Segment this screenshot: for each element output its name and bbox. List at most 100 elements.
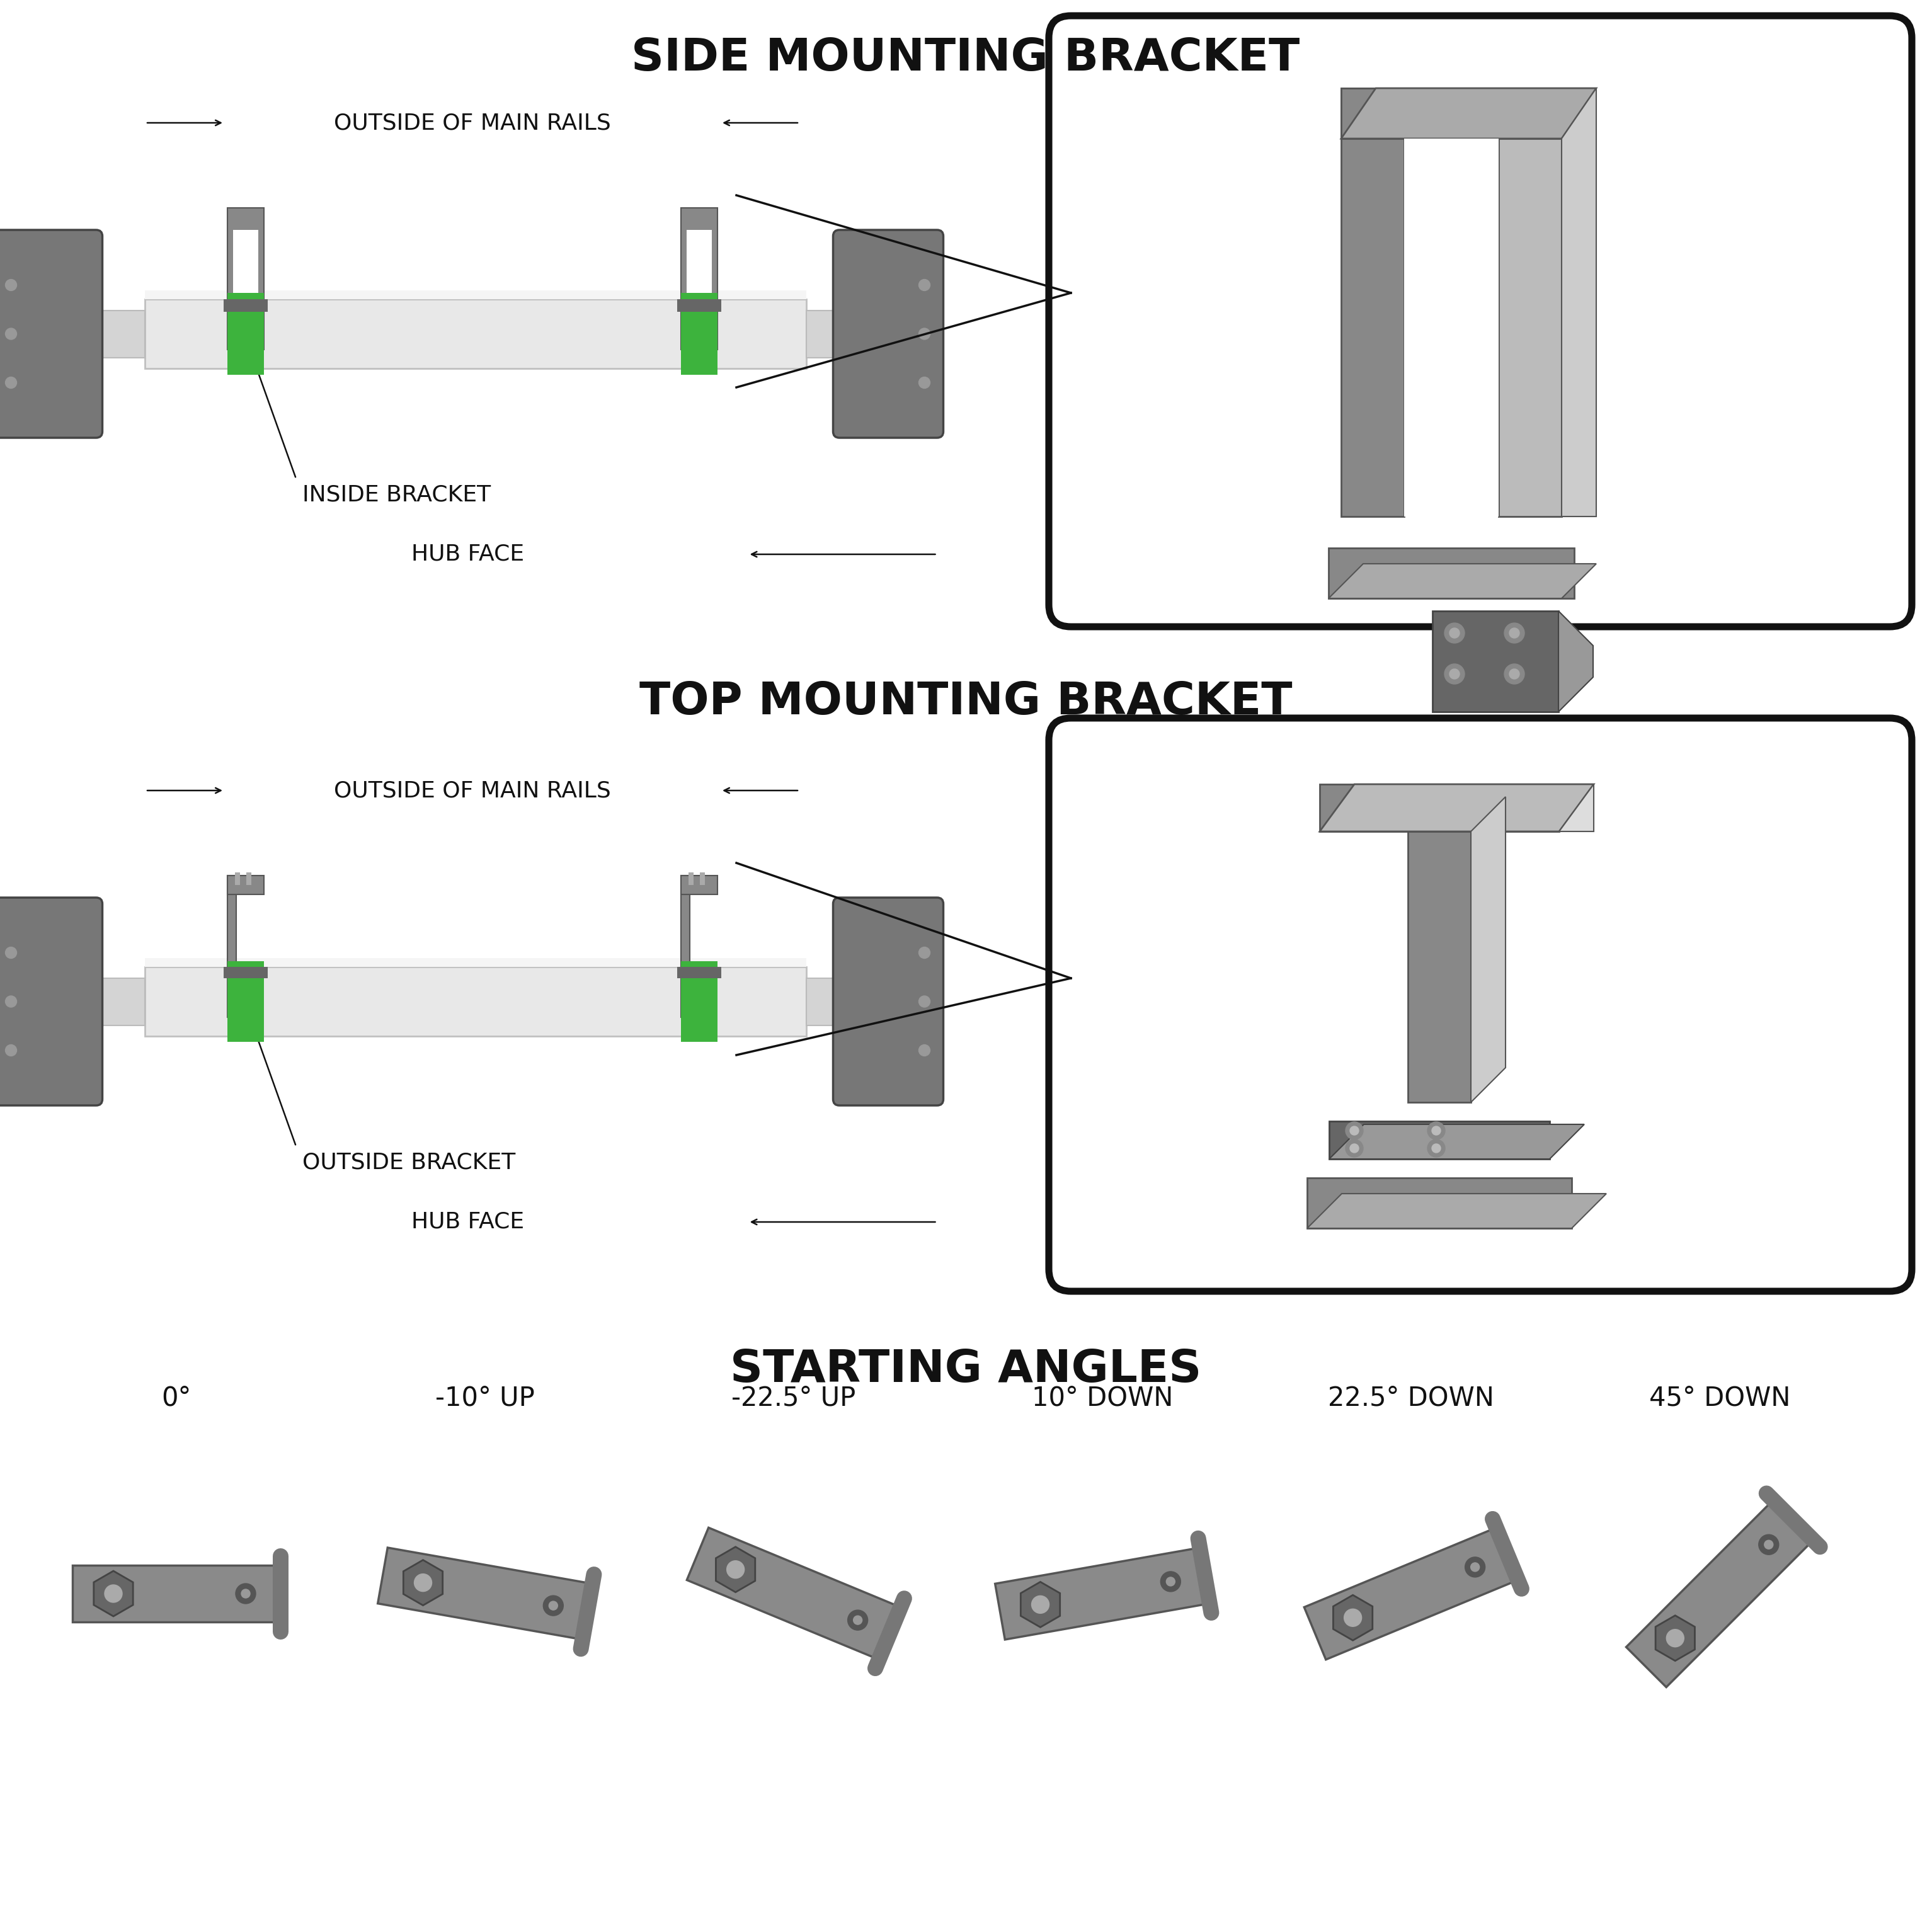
Polygon shape bbox=[404, 1559, 442, 1605]
Bar bbox=[81, 978, 145, 1024]
Bar bbox=[806, 978, 869, 1024]
Text: -10° UP: -10° UP bbox=[435, 1385, 535, 1412]
Circle shape bbox=[920, 280, 929, 292]
Circle shape bbox=[1505, 623, 1524, 643]
Text: INSIDE BRACKET: INSIDE BRACKET bbox=[303, 483, 491, 504]
Circle shape bbox=[1032, 1596, 1049, 1613]
FancyBboxPatch shape bbox=[1049, 717, 1913, 1291]
Polygon shape bbox=[1329, 1124, 1584, 1158]
Text: TOP MOUNTING BRACKET: TOP MOUNTING BRACKET bbox=[639, 681, 1293, 723]
Circle shape bbox=[242, 1590, 249, 1598]
Text: OUTSIDE BRACKET: OUTSIDE BRACKET bbox=[303, 1151, 516, 1172]
Circle shape bbox=[1449, 669, 1459, 679]
Circle shape bbox=[6, 995, 17, 1007]
Circle shape bbox=[6, 280, 17, 292]
Bar bbox=[81, 311, 145, 357]
Bar bbox=[680, 875, 717, 894]
Polygon shape bbox=[1559, 612, 1594, 712]
Polygon shape bbox=[1561, 88, 1596, 516]
Circle shape bbox=[1667, 1628, 1685, 1648]
Bar bbox=[680, 293, 717, 374]
FancyBboxPatch shape bbox=[0, 898, 102, 1105]
Circle shape bbox=[543, 1596, 564, 1615]
Text: 45° DOWN: 45° DOWN bbox=[1650, 1385, 1791, 1412]
Polygon shape bbox=[1656, 1615, 1694, 1661]
Bar bbox=[145, 290, 806, 299]
Bar bbox=[680, 875, 690, 1017]
Bar bbox=[1341, 88, 1561, 138]
Bar bbox=[686, 230, 711, 338]
Bar bbox=[688, 873, 694, 884]
Bar bbox=[224, 299, 269, 313]
Circle shape bbox=[1758, 1534, 1779, 1555]
Polygon shape bbox=[71, 1565, 280, 1623]
Polygon shape bbox=[95, 1571, 133, 1617]
Bar bbox=[145, 967, 806, 1036]
Polygon shape bbox=[1470, 796, 1505, 1103]
Circle shape bbox=[1432, 1143, 1441, 1153]
Polygon shape bbox=[1329, 564, 1596, 598]
Circle shape bbox=[1345, 1609, 1362, 1626]
Circle shape bbox=[1345, 1139, 1364, 1157]
Bar bbox=[228, 961, 265, 1041]
Text: 22.5° DOWN: 22.5° DOWN bbox=[1327, 1385, 1493, 1412]
Bar bbox=[806, 311, 869, 357]
Circle shape bbox=[6, 947, 17, 959]
Bar bbox=[228, 207, 265, 349]
Bar bbox=[228, 293, 265, 374]
Circle shape bbox=[1345, 1122, 1364, 1139]
Circle shape bbox=[104, 1584, 122, 1602]
Text: 10° DOWN: 10° DOWN bbox=[1032, 1385, 1173, 1412]
Bar bbox=[1341, 88, 1405, 516]
Circle shape bbox=[1428, 1139, 1445, 1157]
Circle shape bbox=[920, 995, 929, 1007]
Text: STARTING ANGLES: STARTING ANGLES bbox=[730, 1348, 1202, 1391]
Bar bbox=[680, 207, 717, 349]
Circle shape bbox=[1470, 1563, 1480, 1571]
Circle shape bbox=[1505, 664, 1524, 685]
Circle shape bbox=[1509, 627, 1519, 639]
Polygon shape bbox=[1320, 784, 1594, 830]
Circle shape bbox=[1445, 623, 1464, 643]
Circle shape bbox=[1161, 1571, 1180, 1592]
Bar bbox=[236, 873, 240, 884]
Circle shape bbox=[236, 1584, 255, 1603]
Bar bbox=[1320, 784, 1559, 830]
Text: 0°: 0° bbox=[162, 1385, 191, 1412]
Circle shape bbox=[1350, 1126, 1358, 1135]
Circle shape bbox=[1432, 1126, 1441, 1135]
Bar bbox=[224, 967, 269, 978]
Circle shape bbox=[848, 1609, 867, 1630]
Bar bbox=[1405, 138, 1499, 516]
Bar bbox=[678, 967, 721, 978]
Bar bbox=[1432, 612, 1559, 712]
Bar bbox=[145, 299, 806, 368]
Circle shape bbox=[6, 1045, 17, 1057]
Bar bbox=[1308, 1178, 1571, 1228]
FancyBboxPatch shape bbox=[833, 230, 943, 437]
Circle shape bbox=[1764, 1540, 1774, 1550]
Bar bbox=[1499, 88, 1561, 516]
Bar bbox=[680, 961, 717, 1041]
Circle shape bbox=[6, 378, 17, 387]
Circle shape bbox=[1449, 627, 1459, 639]
Polygon shape bbox=[995, 1548, 1209, 1640]
Bar bbox=[245, 873, 251, 884]
Polygon shape bbox=[1627, 1500, 1814, 1688]
Circle shape bbox=[1509, 669, 1519, 679]
FancyBboxPatch shape bbox=[1049, 15, 1913, 627]
Text: SIDE MOUNTING BRACKET: SIDE MOUNTING BRACKET bbox=[632, 36, 1300, 81]
Text: HUB FACE: HUB FACE bbox=[412, 1212, 524, 1233]
Circle shape bbox=[1464, 1557, 1486, 1577]
Polygon shape bbox=[1020, 1582, 1061, 1626]
Polygon shape bbox=[688, 1527, 900, 1659]
Circle shape bbox=[1428, 1122, 1445, 1139]
Bar bbox=[234, 230, 259, 338]
Circle shape bbox=[1350, 1143, 1358, 1153]
Circle shape bbox=[920, 1045, 929, 1057]
Polygon shape bbox=[1341, 88, 1596, 138]
FancyBboxPatch shape bbox=[0, 230, 102, 437]
Bar bbox=[228, 875, 236, 1017]
Polygon shape bbox=[379, 1548, 593, 1640]
Bar bbox=[228, 875, 265, 894]
